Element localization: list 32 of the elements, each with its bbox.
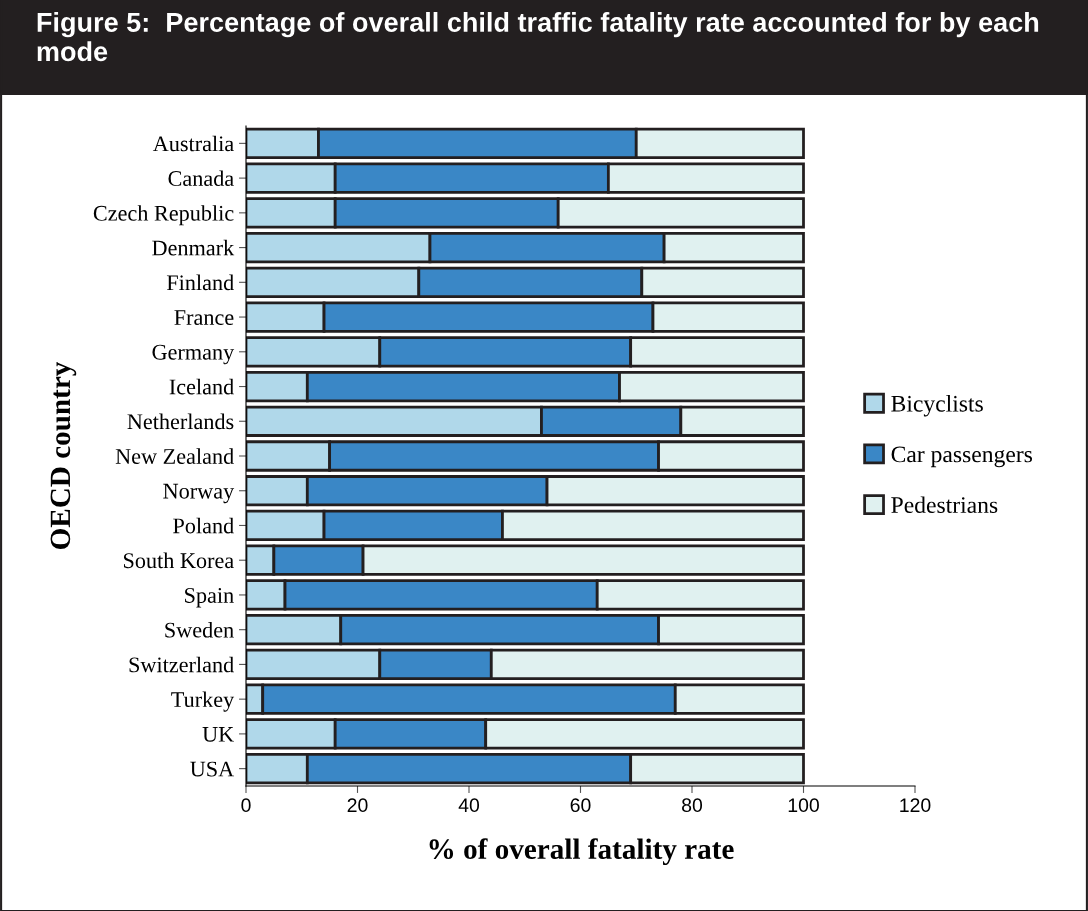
- y-tick-label: Poland: [173, 517, 234, 534]
- legend-label: Car passengers: [891, 446, 1033, 468]
- x-tick-label: 40: [458, 798, 480, 813]
- y-tick-label: France: [174, 310, 234, 325]
- y-tick-label: USA: [190, 761, 235, 777]
- y-tick-label: Switzerland: [129, 656, 234, 673]
- x-axis-title: % of overall fatality rate: [429, 838, 734, 865]
- y-tick-label: Netherlands: [127, 413, 234, 430]
- y-tick-label: UK: [202, 727, 234, 742]
- x-tick-label: 120: [900, 798, 931, 813]
- y-tick-label: Denmark: [152, 239, 235, 256]
- x-tick-label: 60: [570, 798, 591, 813]
- x-tick-label: 80: [682, 798, 703, 813]
- y-tick-label: Iceland: [169, 378, 234, 395]
- y-tick-label: Canada: [168, 170, 234, 187]
- y-axis-title: OECD country: [50, 361, 77, 549]
- x-tick-label: 20: [347, 798, 368, 813]
- y-tick-label: Finland: [166, 274, 234, 291]
- y-tick-label: New Zealand: [115, 448, 234, 464]
- y-tick-label: Australia: [152, 135, 234, 152]
- legend-label: Bicyclists: [891, 395, 983, 417]
- x-tick-label: 0: [241, 798, 251, 813]
- legend-label: Pedestrians: [891, 496, 998, 513]
- y-tick-label: Spain: [185, 587, 234, 608]
- y-tick-label: Sweden: [165, 621, 234, 638]
- y-tick-label: Turkey: [171, 691, 235, 712]
- y-tick-label: Norway: [163, 483, 235, 504]
- chart-title: Figure 5: Percentage of overall child traffic fatality rate accounted for by each mode: [37, 12, 1039, 62]
- y-tick-label: Germany: [152, 344, 235, 365]
- x-tick-label: 100: [788, 798, 819, 813]
- y-tick-label: South Korea: [123, 552, 234, 569]
- y-tick-label: Czech Republic: [93, 205, 234, 226]
